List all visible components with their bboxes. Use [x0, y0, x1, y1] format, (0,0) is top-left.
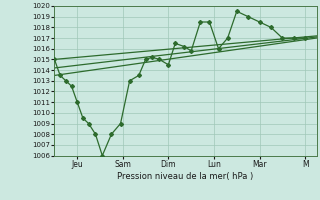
- X-axis label: Pression niveau de la mer( hPa ): Pression niveau de la mer( hPa ): [117, 172, 254, 181]
